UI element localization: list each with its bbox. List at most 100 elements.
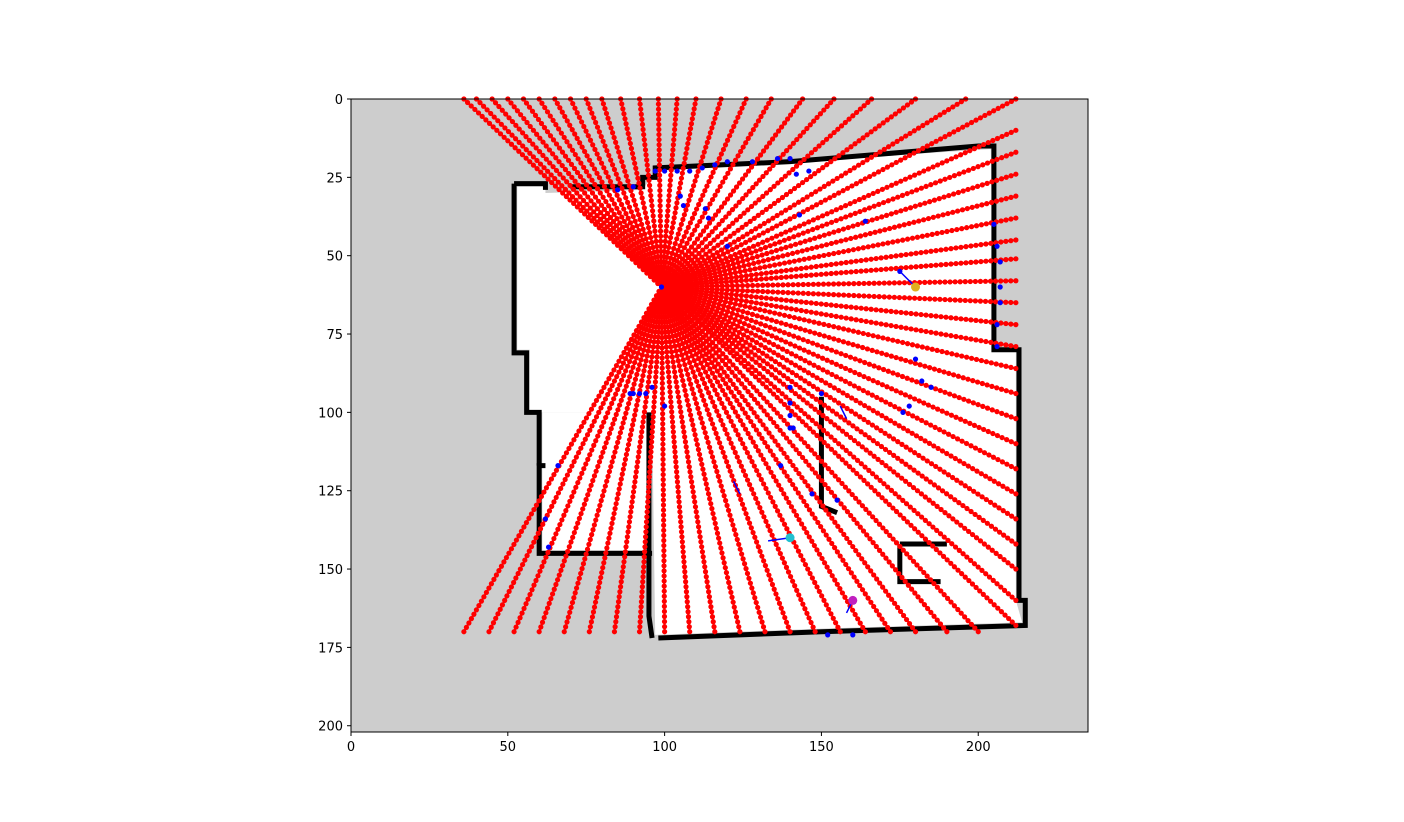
ray-point (623, 356, 629, 362)
ray-point (723, 381, 729, 387)
ray-point (722, 227, 728, 233)
ray-point (594, 170, 600, 176)
ray-point (643, 399, 649, 405)
ray-point (588, 619, 595, 625)
y-tick-label: 175 (318, 641, 343, 656)
ray-point (742, 445, 748, 451)
ray-point (927, 296, 933, 302)
ray-point (709, 609, 715, 615)
ray-point (703, 351, 709, 357)
ray-point (481, 594, 487, 600)
ray-point (837, 586, 843, 592)
ray-point (808, 300, 814, 306)
ray-point (823, 136, 830, 142)
ray-point (727, 468, 733, 474)
ray-point (577, 475, 583, 481)
ray-point (672, 454, 678, 460)
ray-point (758, 246, 764, 252)
ray-point (738, 360, 744, 366)
ray-point (909, 430, 915, 436)
ray-point (799, 475, 805, 481)
ray-point (581, 419, 587, 425)
ray-point (705, 491, 712, 497)
ray-point (681, 564, 687, 570)
ray-point (829, 359, 835, 365)
ray-point (745, 388, 751, 395)
ray-point (843, 237, 849, 243)
ray-point (912, 360, 918, 366)
ray-point (742, 268, 748, 274)
ray-point (669, 162, 675, 168)
ray-point (700, 192, 706, 198)
ray-point (751, 410, 757, 416)
ray-point (890, 505, 896, 511)
ray-point (817, 499, 823, 505)
ray-point (563, 508, 569, 514)
ray-point (630, 489, 637, 495)
ray-point (825, 405, 832, 411)
ray-point (550, 164, 556, 170)
ray-point (667, 384, 673, 390)
ray-point (659, 360, 665, 366)
ray-point (630, 155, 637, 161)
ray-point (724, 196, 731, 202)
ray-point (639, 584, 645, 590)
ray-point (638, 609, 644, 615)
ray-point (794, 249, 801, 255)
ray-point (640, 200, 646, 206)
ray-point (623, 121, 629, 127)
ray-point (701, 149, 707, 155)
ray-point (878, 255, 884, 261)
ray-point (728, 389, 734, 395)
ray-point (689, 187, 695, 194)
ray-point (912, 629, 919, 635)
landmark-marker (785, 533, 795, 543)
ray-point (817, 399, 823, 405)
ray-point (729, 206, 736, 213)
ray-point (918, 249, 924, 256)
ray-point (468, 616, 475, 622)
ray-point (659, 380, 665, 386)
ray-point (604, 188, 610, 194)
ray-point (767, 403, 774, 409)
ray-point (584, 208, 590, 214)
ray-point (814, 495, 820, 501)
ray-point (756, 177, 763, 183)
ray-point (843, 269, 849, 275)
ray-point (845, 327, 852, 333)
ray-point (805, 228, 811, 234)
ray-point (725, 249, 731, 255)
ray-point (739, 325, 745, 332)
ray-point (799, 521, 805, 527)
ray-point (999, 133, 1005, 140)
ray-point (672, 374, 678, 380)
ray-point (739, 282, 746, 289)
ray-point (536, 149, 543, 155)
ray-point (1013, 365, 1019, 372)
ray-point (812, 171, 818, 177)
ray-point (685, 614, 692, 620)
ray-point (968, 224, 975, 230)
ray-point (963, 316, 969, 322)
ray-point (983, 571, 989, 577)
ray-point (975, 401, 981, 408)
ray-point (768, 269, 774, 276)
ray-point (815, 353, 821, 359)
ray-point (566, 190, 572, 196)
ray-point (620, 420, 626, 426)
ray-point (599, 179, 605, 185)
ray-point (941, 592, 947, 598)
ray-point (780, 431, 786, 437)
ray-point (881, 280, 887, 286)
ray-point (620, 393, 626, 399)
ray-point (767, 166, 773, 172)
ray-point (774, 394, 780, 401)
ray-point (824, 103, 830, 109)
ray-point (718, 417, 724, 423)
hit-point (994, 322, 1000, 328)
ray-point (781, 417, 787, 424)
ray-point (831, 229, 837, 235)
ray-point (904, 551, 910, 557)
ray-point (849, 607, 856, 613)
ray-point (965, 463, 971, 469)
